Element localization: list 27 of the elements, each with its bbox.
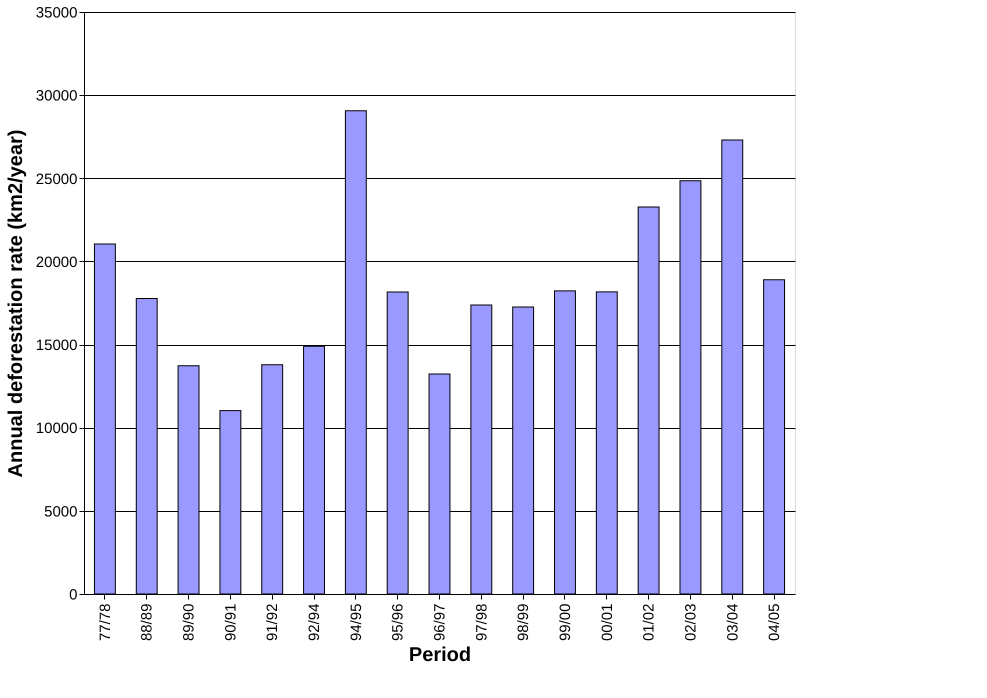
x-tick-label: 04/05 (766, 604, 784, 642)
y-tick-label: 30000 (36, 88, 78, 105)
x-tick-label: 03/04 (724, 604, 742, 642)
x-tick-label: 95/96 (390, 604, 407, 642)
y-tick-label: 0 (69, 586, 78, 604)
y-tick-label: 15000 (36, 337, 78, 354)
x-tick-label: 01/02 (640, 604, 658, 642)
x-tick-label: 91/92 (264, 604, 282, 642)
x-tick-label: 94/95 (348, 604, 365, 642)
x-tick-label: 92/94 (306, 604, 324, 642)
y-axis-title: Annual deforestation rate (km2/year) (4, 130, 27, 478)
x-tick-label: 88/89 (138, 604, 156, 642)
x-tick-label: 99/00 (556, 604, 574, 642)
x-tick-label: 77/78 (96, 604, 114, 642)
x-tick-label: 98/99 (515, 604, 532, 642)
y-tick-label: 10000 (36, 420, 78, 438)
x-tick-label: 96/97 (432, 604, 448, 642)
x-axis-title: Period (408, 644, 472, 666)
x-tick-label: 89/90 (180, 604, 198, 642)
x-tick-label: 00/01 (598, 604, 616, 642)
y-tick-label: 20000 (36, 254, 78, 271)
x-tick-label: 02/03 (682, 604, 700, 642)
x-tick-label: 97/98 (473, 604, 490, 642)
y-tick-label: 5000 (44, 503, 78, 520)
x-tick-label: 90/91 (222, 604, 240, 642)
y-tick-label: 35000 (36, 4, 78, 22)
y-tick-label: 25000 (36, 170, 78, 188)
